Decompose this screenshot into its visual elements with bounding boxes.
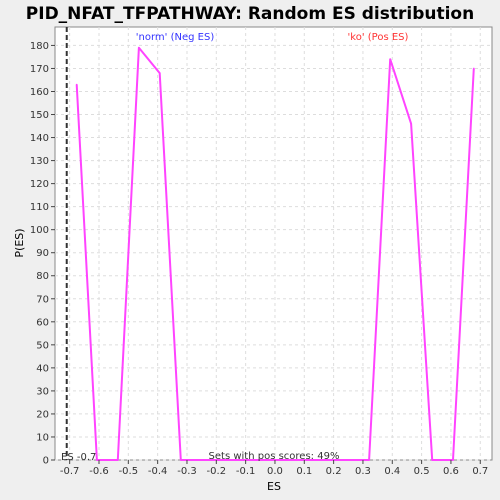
es-distribution-point bbox=[473, 68, 475, 70]
es-distribution-point bbox=[96, 459, 98, 461]
x-tick-label: 0.6 bbox=[443, 466, 459, 477]
es-distribution-point bbox=[117, 459, 119, 461]
y-tick-label: 170 bbox=[30, 64, 49, 75]
y-tick-label: 130 bbox=[30, 156, 49, 167]
x-tick-label: 0.0 bbox=[267, 466, 283, 477]
y-tick-label: 80 bbox=[36, 271, 49, 282]
y-tick-label: 20 bbox=[36, 409, 49, 420]
es-distribution-point bbox=[431, 459, 433, 461]
y-tick-label: 90 bbox=[36, 248, 49, 259]
x-tick-label: 0.5 bbox=[414, 466, 430, 477]
es-distribution-point bbox=[76, 84, 78, 86]
pos-es-label: 'ko' (Pos ES) bbox=[348, 32, 409, 43]
x-axis-label: ES bbox=[267, 480, 281, 493]
y-tick-label: 160 bbox=[30, 87, 49, 98]
y-tick-label: 100 bbox=[30, 225, 49, 236]
es-distribution-point bbox=[410, 123, 412, 125]
y-tick-label: 150 bbox=[30, 110, 49, 121]
es-distribution-point bbox=[368, 459, 370, 461]
y-tick-label: 110 bbox=[30, 202, 49, 213]
pos-scores-label: Sets with pos scores: 49% bbox=[209, 451, 340, 462]
x-tick-label: 0.3 bbox=[355, 466, 371, 477]
observed-es-label: ES -0.7 bbox=[61, 452, 96, 463]
es-distribution-point bbox=[180, 459, 182, 461]
es-distribution-point bbox=[138, 47, 140, 49]
y-tick-label: 50 bbox=[36, 340, 49, 351]
y-axis-label: P(ES) bbox=[13, 228, 26, 257]
es-distribution-point bbox=[452, 459, 454, 461]
y-tick-label: 40 bbox=[36, 363, 49, 374]
x-tick-label: -0.3 bbox=[177, 466, 197, 477]
x-tick-label: 0.2 bbox=[326, 466, 342, 477]
y-tick-label: 120 bbox=[30, 179, 49, 190]
x-tick-label: -0.7 bbox=[60, 466, 80, 477]
chart-title: PID_NFAT_TFPATHWAY: Random ES distributi… bbox=[26, 4, 474, 24]
y-tick-label: 70 bbox=[36, 294, 49, 305]
x-tick-label: -0.2 bbox=[207, 466, 227, 477]
x-tick-label: -0.6 bbox=[89, 466, 109, 477]
neg-es-label: 'norm' (Neg ES) bbox=[136, 32, 215, 43]
x-tick-label: 0.7 bbox=[472, 466, 488, 477]
y-tick-label: 60 bbox=[36, 317, 49, 328]
x-tick-label: 0.4 bbox=[384, 466, 400, 477]
es-distribution-point bbox=[159, 72, 161, 74]
x-tick-label: -0.1 bbox=[236, 466, 256, 477]
x-tick-label: -0.5 bbox=[119, 466, 139, 477]
y-tick-label: 10 bbox=[36, 432, 49, 443]
y-tick-label: 140 bbox=[30, 133, 49, 144]
y-tick-label: 180 bbox=[30, 41, 49, 52]
x-tick-label: 0.1 bbox=[296, 466, 312, 477]
y-tick-label: 0 bbox=[43, 456, 49, 467]
es-distribution-point bbox=[389, 58, 391, 60]
y-tick-label: 30 bbox=[36, 386, 49, 397]
x-tick-label: -0.4 bbox=[148, 466, 168, 477]
